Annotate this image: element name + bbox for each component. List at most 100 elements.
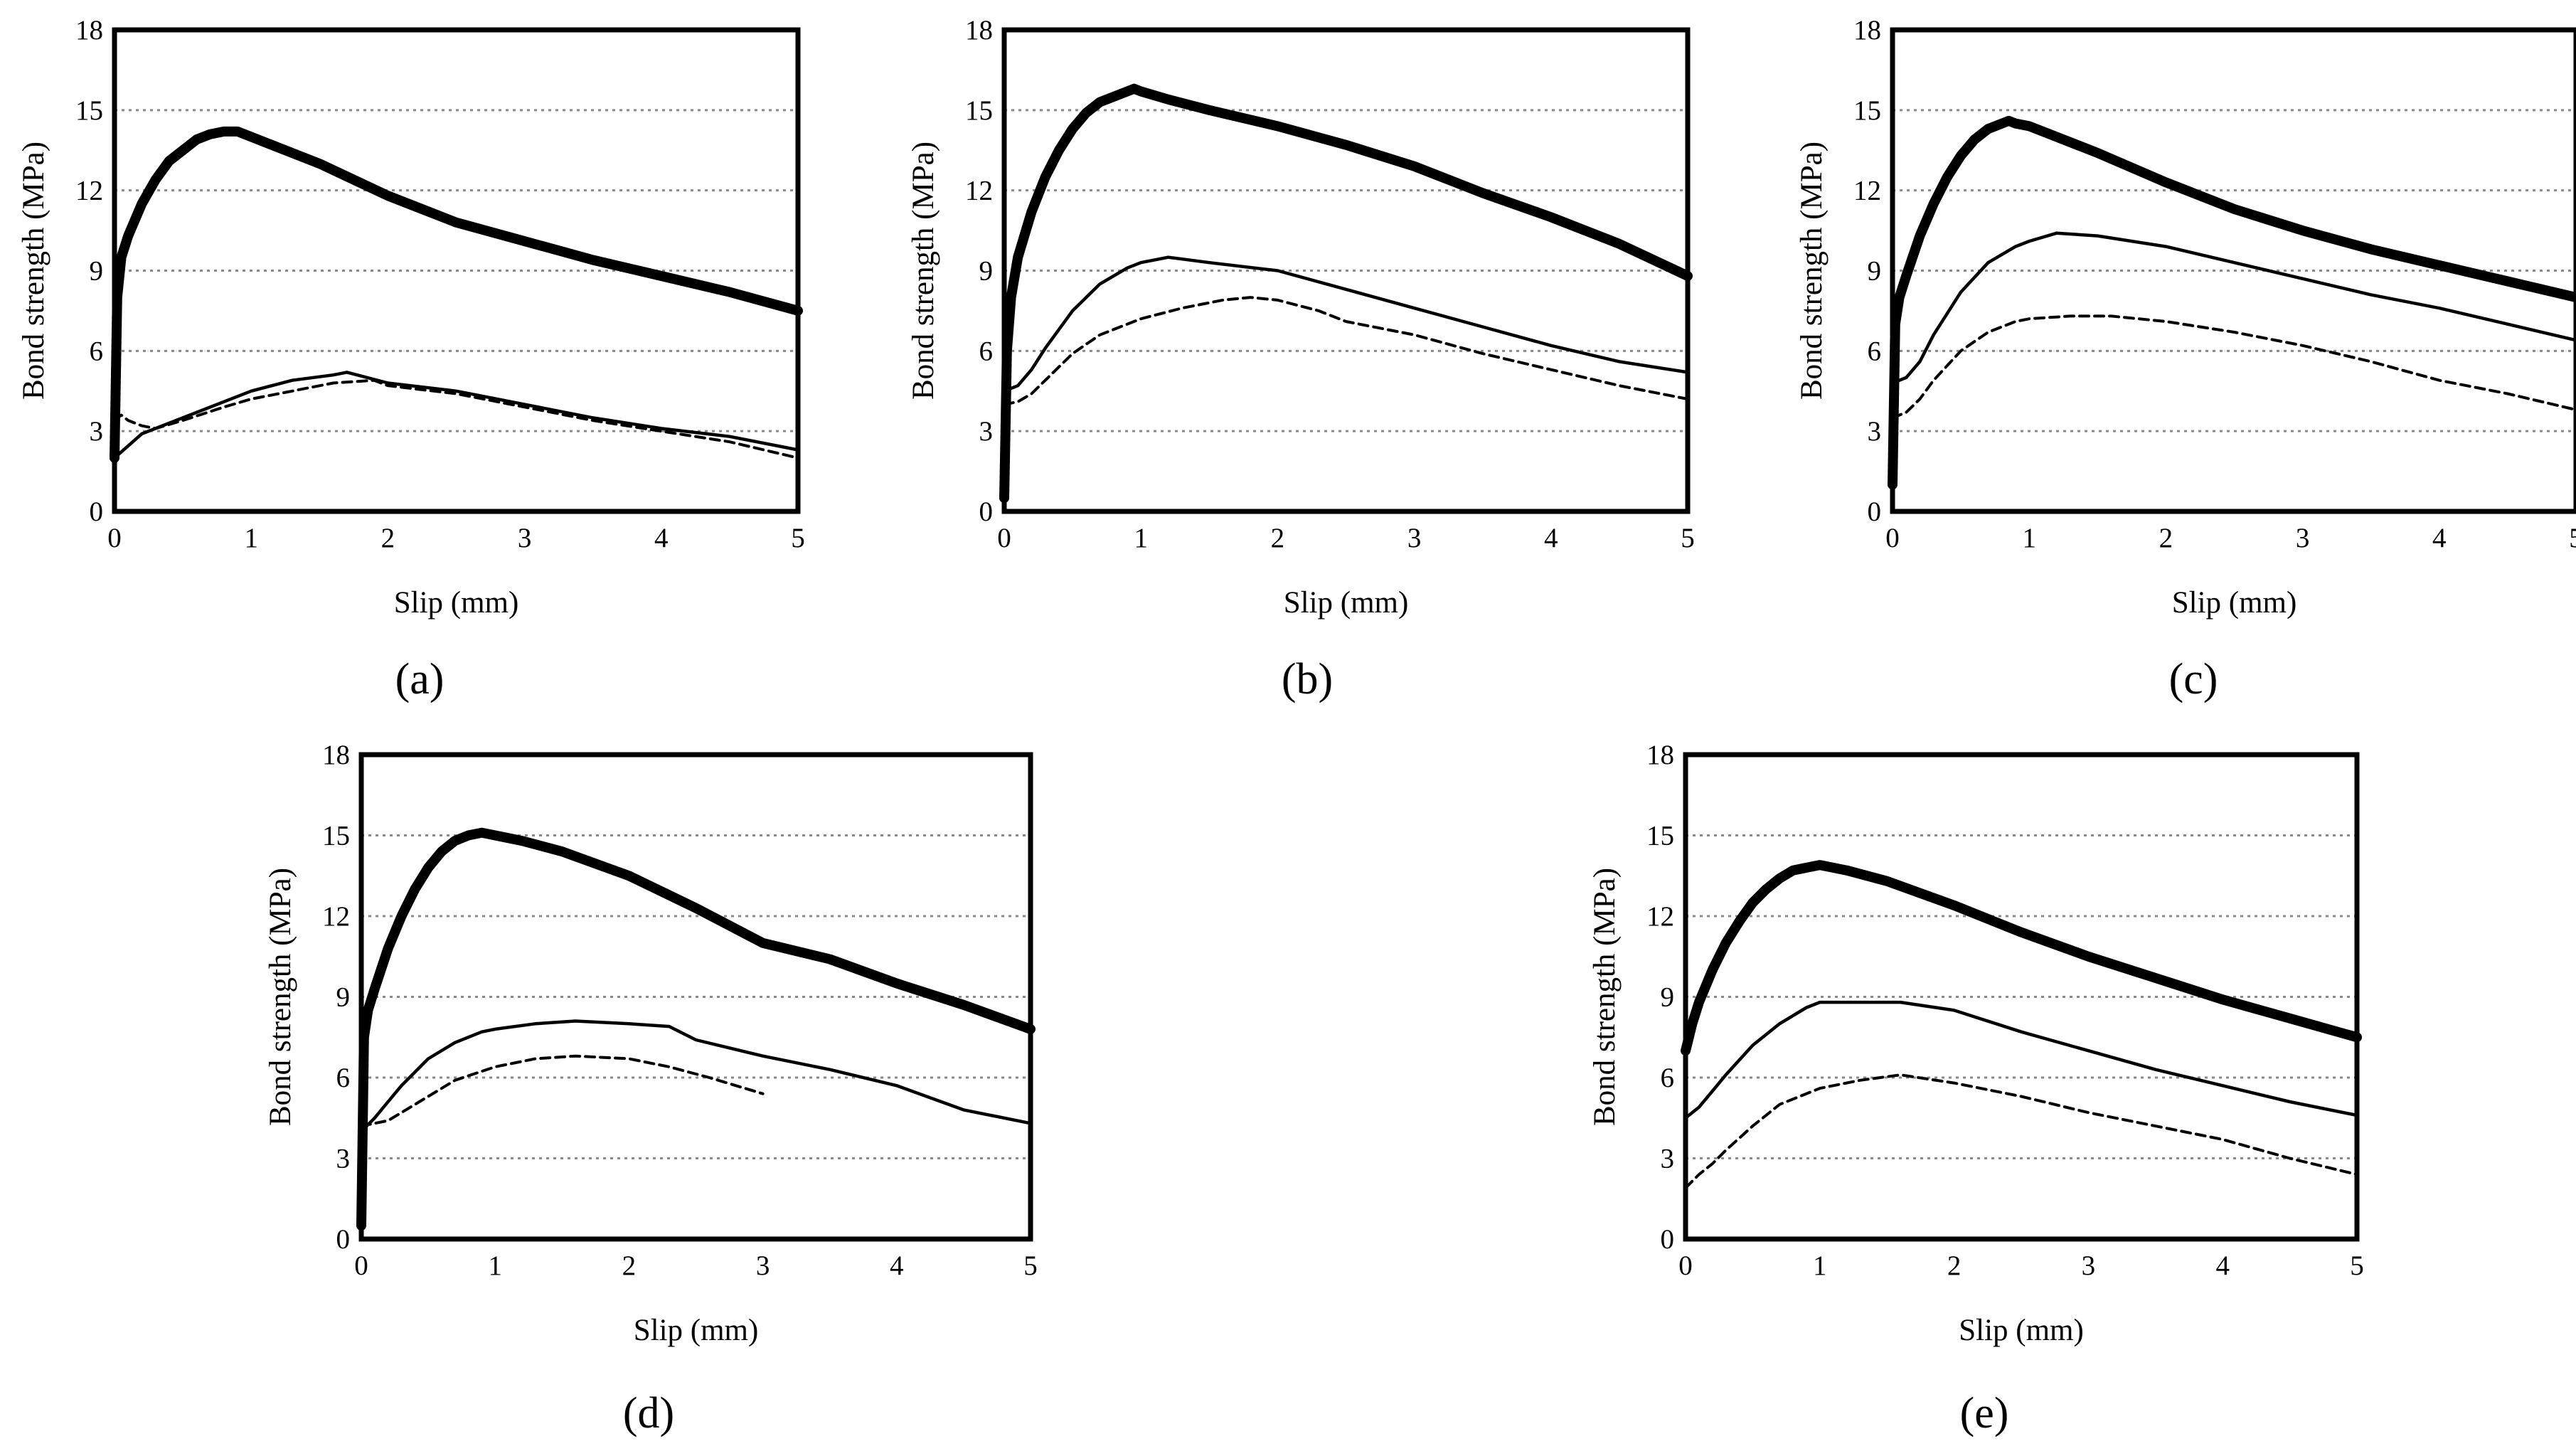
series-line-thin: [112, 371, 800, 460]
plot-frame: [1001, 27, 1691, 514]
x-tick-label: 4: [654, 523, 669, 553]
x-tick-label: 1: [1813, 1250, 1827, 1281]
series-line-dashed: [113, 378, 799, 459]
x-tick-label: 0: [1885, 523, 1900, 553]
y-axis-label: Bond strength (MPa): [264, 868, 297, 1126]
x-tick-label: 2: [381, 523, 395, 553]
series-line-thin: [1002, 255, 1690, 393]
x-tick-label: 1: [244, 523, 258, 553]
x-axis-label: Slip (mm): [1959, 1314, 2084, 1347]
x-tick-label: 0: [1678, 1250, 1693, 1281]
y-tick-label: 9: [979, 256, 994, 287]
series-line-bold: [356, 827, 1036, 1231]
y-tick-label: 15: [1853, 95, 1881, 126]
plot-frame: [112, 27, 801, 514]
x-tick-label: 3: [2082, 1250, 2096, 1281]
plot-frame: [358, 752, 1033, 1242]
plot-frame: [1683, 752, 2360, 1242]
x-tick-label: 2: [1271, 523, 1285, 553]
x-tick-label: 3: [1407, 523, 1422, 553]
x-tick-label: 3: [518, 523, 532, 553]
plot-frame: [1890, 27, 2576, 514]
series-line-thin: [1890, 231, 2576, 385]
x-tick-label: 5: [1023, 1250, 1038, 1281]
y-axis-label: Bond strength (MPa): [17, 142, 50, 400]
x-tick-label: 1: [2022, 523, 2036, 553]
y-tick-label: 15: [1646, 821, 1674, 851]
x-tick-label: 4: [1544, 523, 1558, 553]
y-axis-label: Bond strength (MPa): [1795, 142, 1829, 400]
y-tick-label: 12: [965, 176, 993, 206]
y-tick-label: 0: [1661, 1224, 1675, 1255]
x-tick-label: 2: [1947, 1250, 1962, 1281]
y-axis-label: Bond strength (MPa): [907, 142, 940, 400]
y-tick-label: 15: [965, 95, 993, 126]
y-tick-label: 3: [979, 416, 994, 447]
series-line-bold: [1888, 115, 2576, 490]
x-tick-label: 1: [488, 1250, 502, 1281]
panel-label: (a): [395, 655, 445, 703]
x-tick-label: 0: [997, 523, 1011, 553]
y-tick-label: 15: [322, 821, 350, 851]
y-tick-label: 9: [1661, 982, 1675, 1013]
x-axis-label: Slip (mm): [1284, 586, 1409, 620]
y-tick-label: 0: [336, 1224, 351, 1255]
series-line-dashed: [1003, 296, 1689, 406]
x-axis-label: Slip (mm): [2172, 586, 2297, 620]
x-tick-label: 5: [2350, 1250, 2364, 1281]
y-tick-label: 15: [75, 95, 103, 126]
y-tick-label: 18: [965, 15, 993, 46]
y-tick-label: 6: [1868, 336, 1882, 366]
series-line-dashed: [1684, 1073, 2358, 1190]
y-tick-label: 12: [1646, 901, 1674, 932]
y-tick-label: 6: [90, 336, 104, 366]
x-tick-label: 4: [890, 1250, 904, 1281]
x-axis-label: Slip (mm): [394, 586, 519, 620]
x-tick-label: 5: [2569, 523, 2576, 553]
y-tick-label: 3: [1868, 416, 1882, 447]
x-tick-label: 0: [107, 523, 122, 553]
x-axis-label: Slip (mm): [634, 1314, 759, 1347]
series-line-bold: [110, 126, 803, 463]
series-line-bold: [1681, 860, 2362, 1056]
x-tick-label: 3: [2296, 523, 2310, 553]
series-line-dashed: [1891, 314, 2576, 420]
x-tick-label: 1: [1134, 523, 1148, 553]
y-tick-label: 18: [1646, 740, 1674, 770]
y-tick-label: 3: [336, 1144, 351, 1174]
y-axis-label: Bond strength (MPa): [1588, 868, 1622, 1126]
x-tick-label: 5: [1681, 523, 1695, 553]
panel-label: (b): [1282, 655, 1333, 703]
y-tick-label: 6: [1661, 1063, 1675, 1093]
y-tick-label: 3: [90, 416, 104, 447]
x-tick-label: 5: [791, 523, 805, 553]
x-tick-label: 4: [2215, 1250, 2230, 1281]
y-tick-label: 0: [90, 496, 104, 527]
series-line-thin: [359, 1019, 1033, 1133]
series-line-dashed: [360, 1054, 765, 1128]
series-line-thin: [1683, 1000, 2359, 1120]
y-tick-label: 9: [90, 256, 104, 287]
y-tick-label: 9: [336, 982, 351, 1013]
series-line-bold: [999, 83, 1693, 504]
y-tick-label: 18: [1853, 15, 1881, 46]
y-tick-label: 9: [1868, 256, 1882, 287]
x-tick-label: 2: [2159, 523, 2173, 553]
x-tick-label: 2: [622, 1250, 637, 1281]
y-tick-label: 6: [979, 336, 994, 366]
y-tick-label: 12: [322, 901, 350, 932]
y-tick-label: 18: [322, 740, 350, 770]
y-tick-label: 6: [336, 1063, 351, 1093]
x-tick-label: 3: [756, 1250, 770, 1281]
y-tick-label: 0: [979, 496, 994, 527]
y-tick-label: 0: [1868, 496, 1882, 527]
y-tick-label: 12: [1853, 176, 1881, 206]
panel-label: (d): [623, 1389, 674, 1437]
y-tick-label: 3: [1661, 1144, 1675, 1174]
